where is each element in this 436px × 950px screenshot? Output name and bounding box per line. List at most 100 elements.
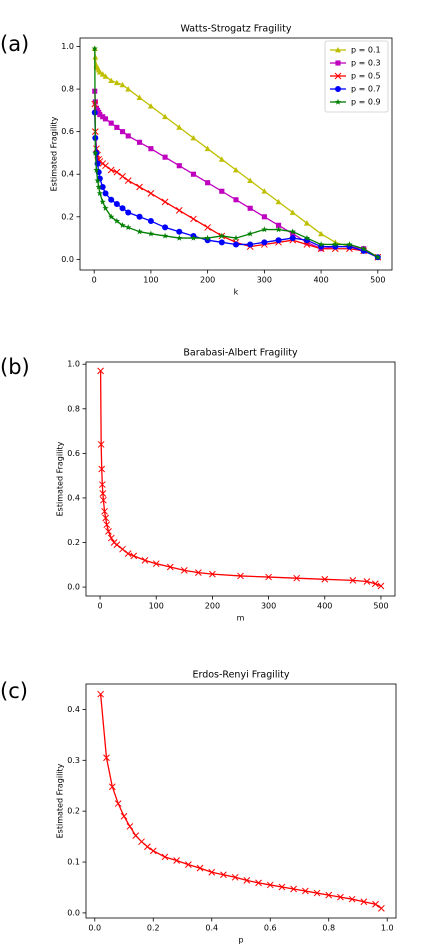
- marker: [293, 574, 301, 582]
- marker: [113, 201, 120, 208]
- x-tick-label: 200: [205, 602, 220, 611]
- marker: [97, 112, 103, 118]
- y-tick-label: 0.0: [61, 255, 74, 264]
- legend-label: p = 0.3: [351, 59, 381, 68]
- marker: [237, 572, 244, 580]
- marker: [113, 217, 121, 224]
- marker: [99, 490, 107, 497]
- marker: [290, 885, 297, 893]
- marker: [119, 222, 126, 228]
- marker: [95, 183, 102, 190]
- marker: [113, 541, 121, 549]
- marker: [94, 177, 101, 184]
- y-tick-label: 0.2: [67, 807, 80, 816]
- marker: [120, 812, 128, 820]
- series: [91, 45, 381, 260]
- marker: [301, 887, 309, 895]
- marker: [313, 889, 321, 897]
- marker: [360, 898, 368, 906]
- marker: [219, 188, 225, 194]
- x-tick-label: 0.2: [147, 924, 160, 933]
- y-tick-label: 0.6: [61, 127, 74, 136]
- x-tick-label: 300: [257, 276, 272, 285]
- marker: [196, 864, 204, 872]
- marker: [137, 139, 143, 145]
- marker: [233, 197, 239, 203]
- marker: [233, 241, 239, 248]
- marker: [161, 853, 169, 861]
- marker: [124, 177, 132, 184]
- marker: [303, 241, 311, 248]
- marker: [334, 72, 342, 80]
- marker: [318, 230, 325, 237]
- marker: [98, 465, 106, 473]
- marker: [190, 215, 197, 223]
- y-tick-label: 0.4: [67, 705, 80, 714]
- marker: [99, 198, 106, 205]
- marker: [261, 239, 268, 246]
- x-axis-label: p: [238, 936, 243, 945]
- marker: [190, 135, 197, 141]
- marker: [102, 190, 109, 197]
- line: [99, 694, 382, 909]
- x-tick-label: 300: [261, 602, 276, 611]
- marker: [218, 156, 225, 162]
- marker: [372, 900, 379, 908]
- marker: [148, 146, 154, 152]
- x-tick-label: 0.0: [88, 924, 101, 933]
- legend-box: [324, 40, 389, 113]
- marker: [190, 234, 197, 241]
- marker: [162, 113, 169, 120]
- marker: [93, 166, 100, 173]
- marker: [99, 183, 106, 190]
- marker: [114, 800, 122, 807]
- legend-label: p = 0.7: [351, 85, 381, 94]
- y-tick-label: 0.1: [67, 858, 80, 867]
- marker: [255, 879, 262, 887]
- axes-frame: [85, 683, 397, 919]
- marker: [349, 577, 357, 584]
- marker: [107, 534, 115, 542]
- axes-frame: [85, 361, 396, 597]
- y-tick-label: 0.3: [67, 756, 80, 765]
- marker: [138, 838, 145, 846]
- marker: [204, 224, 211, 231]
- marker: [149, 847, 157, 855]
- x-tick-label: 0: [92, 276, 97, 285]
- marker: [209, 570, 216, 578]
- marker: [124, 550, 132, 558]
- marker: [289, 228, 296, 235]
- marker: [91, 45, 98, 52]
- marker: [108, 196, 115, 203]
- line: [94, 91, 379, 258]
- x-axis-label: k: [234, 288, 239, 297]
- marker: [119, 172, 126, 180]
- y-tick-label: 0.4: [67, 493, 80, 502]
- marker: [99, 160, 107, 167]
- marker: [161, 232, 169, 239]
- panel-label: (c): [0, 679, 28, 703]
- line: [94, 103, 379, 258]
- x-tick-label: 500: [370, 276, 385, 285]
- legend-label: p = 0.5: [351, 72, 381, 81]
- marker: [275, 237, 282, 244]
- marker: [243, 877, 251, 884]
- marker: [147, 230, 155, 237]
- y-tick-label: 1.0: [61, 42, 74, 51]
- marker: [166, 563, 174, 571]
- marker: [103, 754, 110, 762]
- x-tick-label: 0.8: [322, 924, 335, 933]
- marker: [371, 580, 379, 588]
- y-tick-label: 0.4: [61, 170, 74, 179]
- marker: [220, 871, 227, 879]
- marker: [96, 69, 103, 75]
- marker: [100, 114, 106, 120]
- y-tick-label: 0.2: [61, 212, 74, 221]
- marker: [175, 207, 183, 214]
- marker: [144, 843, 151, 851]
- marker: [185, 861, 192, 868]
- marker: [125, 209, 132, 216]
- marker: [261, 226, 268, 233]
- marker: [332, 241, 339, 248]
